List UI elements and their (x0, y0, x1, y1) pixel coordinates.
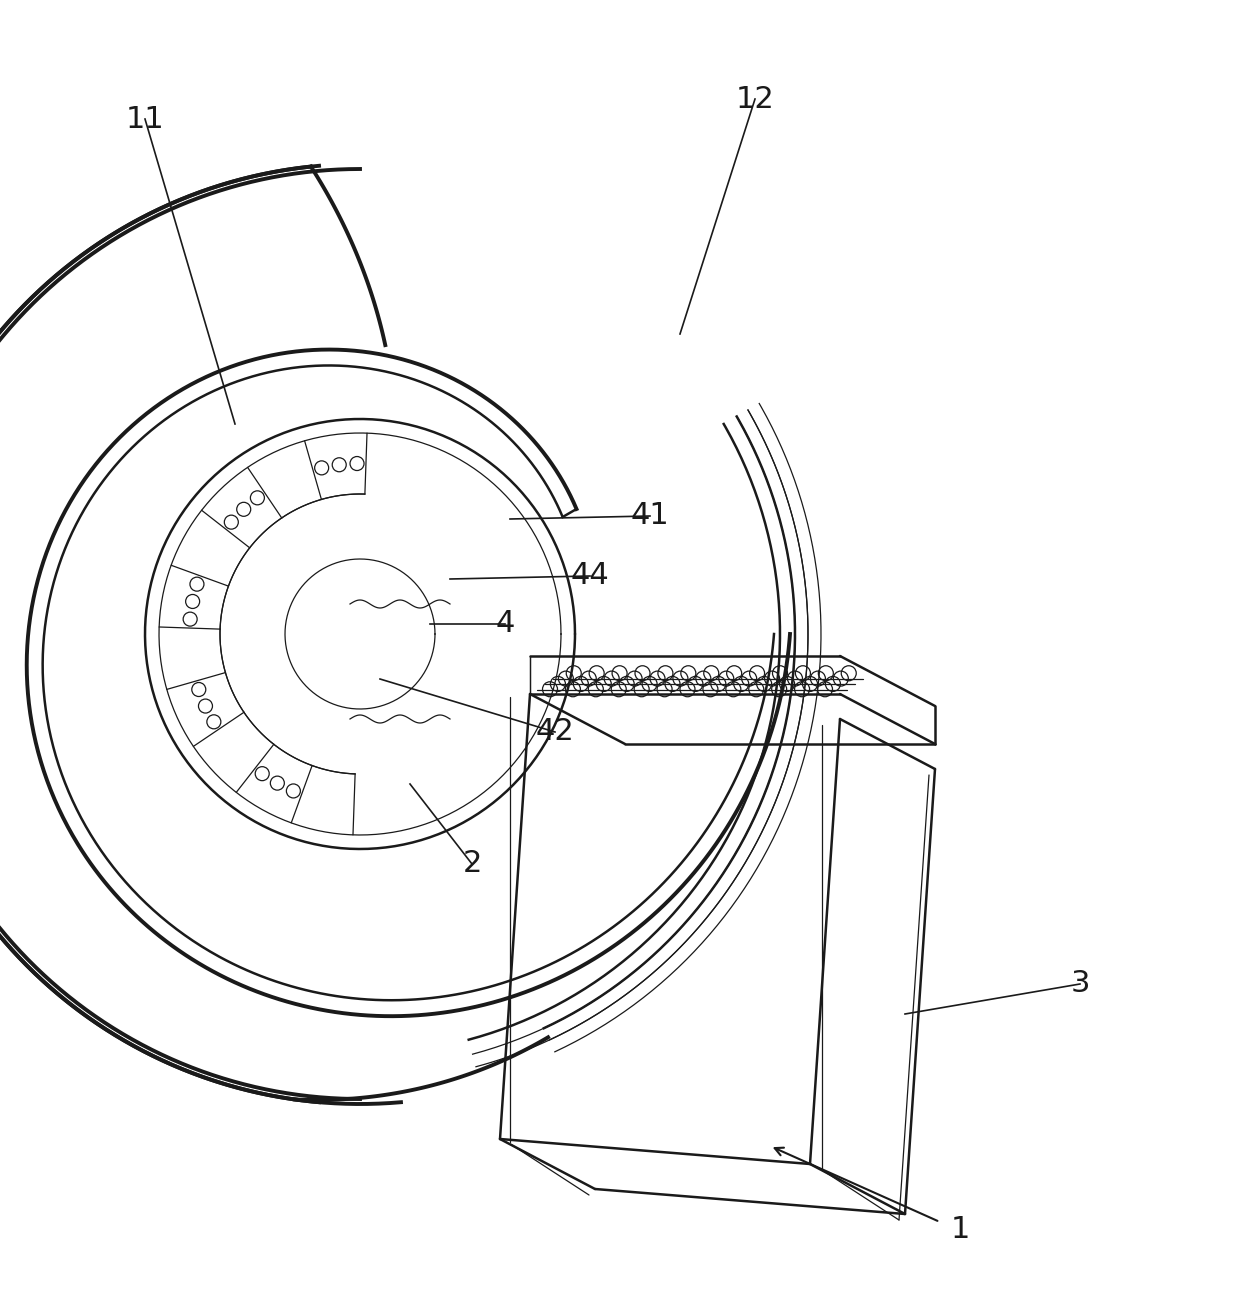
Text: 4: 4 (495, 609, 515, 638)
Text: 44: 44 (570, 562, 609, 590)
Text: 12: 12 (735, 84, 774, 114)
Text: 41: 41 (631, 502, 670, 531)
Text: 3: 3 (1070, 969, 1090, 999)
Text: 11: 11 (125, 105, 165, 133)
Text: 1: 1 (950, 1215, 970, 1244)
Text: 2: 2 (463, 849, 481, 879)
Text: 42: 42 (536, 717, 574, 747)
